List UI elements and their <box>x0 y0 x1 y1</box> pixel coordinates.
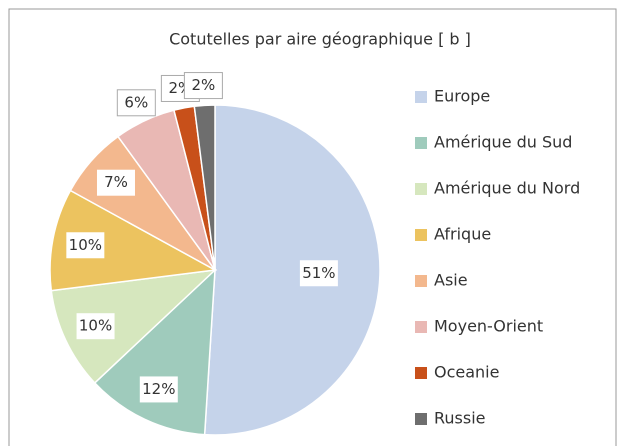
data-label: 10% <box>79 317 112 335</box>
legend-label: Asie <box>434 271 468 290</box>
frame <box>8 8 617 446</box>
legend-label: Europe <box>434 87 490 106</box>
data-label: 51% <box>302 264 335 282</box>
legend-swatch <box>415 137 427 149</box>
legend-swatch <box>415 275 427 287</box>
legend-label: Afrique <box>434 225 491 244</box>
label-box <box>76 313 115 340</box>
pie-slice <box>203 104 381 436</box>
legend-swatch <box>415 183 427 195</box>
label-box <box>183 72 223 100</box>
label-box <box>66 232 105 259</box>
pie-slice <box>49 189 218 292</box>
label-box <box>116 89 156 117</box>
legend-swatch <box>415 367 427 379</box>
legend-swatch <box>415 229 427 241</box>
pie-slice <box>93 268 216 436</box>
label-box <box>96 169 135 196</box>
label-box <box>299 260 338 287</box>
legend-swatch <box>415 91 427 103</box>
legend-label: Russie <box>434 409 486 428</box>
data-label: 2% <box>191 76 215 94</box>
pie-slice <box>193 104 216 271</box>
legend-swatch <box>415 321 427 333</box>
chart-title: Cotutelles par aire géographique [ b ] <box>169 30 471 49</box>
legend-label: Oceanie <box>434 363 499 382</box>
legend-swatch <box>415 413 427 425</box>
data-label: 12% <box>142 380 175 398</box>
data-label: 10% <box>69 236 102 254</box>
data-label: 6% <box>124 93 148 111</box>
label-box <box>139 376 178 403</box>
pie-slice <box>50 268 218 385</box>
legend-label: Amérique du Nord <box>434 179 580 198</box>
legend-label: Amérique du Sud <box>434 133 572 152</box>
legend-label: Moyen-Orient <box>434 317 543 336</box>
data-label: 7% <box>104 173 128 191</box>
